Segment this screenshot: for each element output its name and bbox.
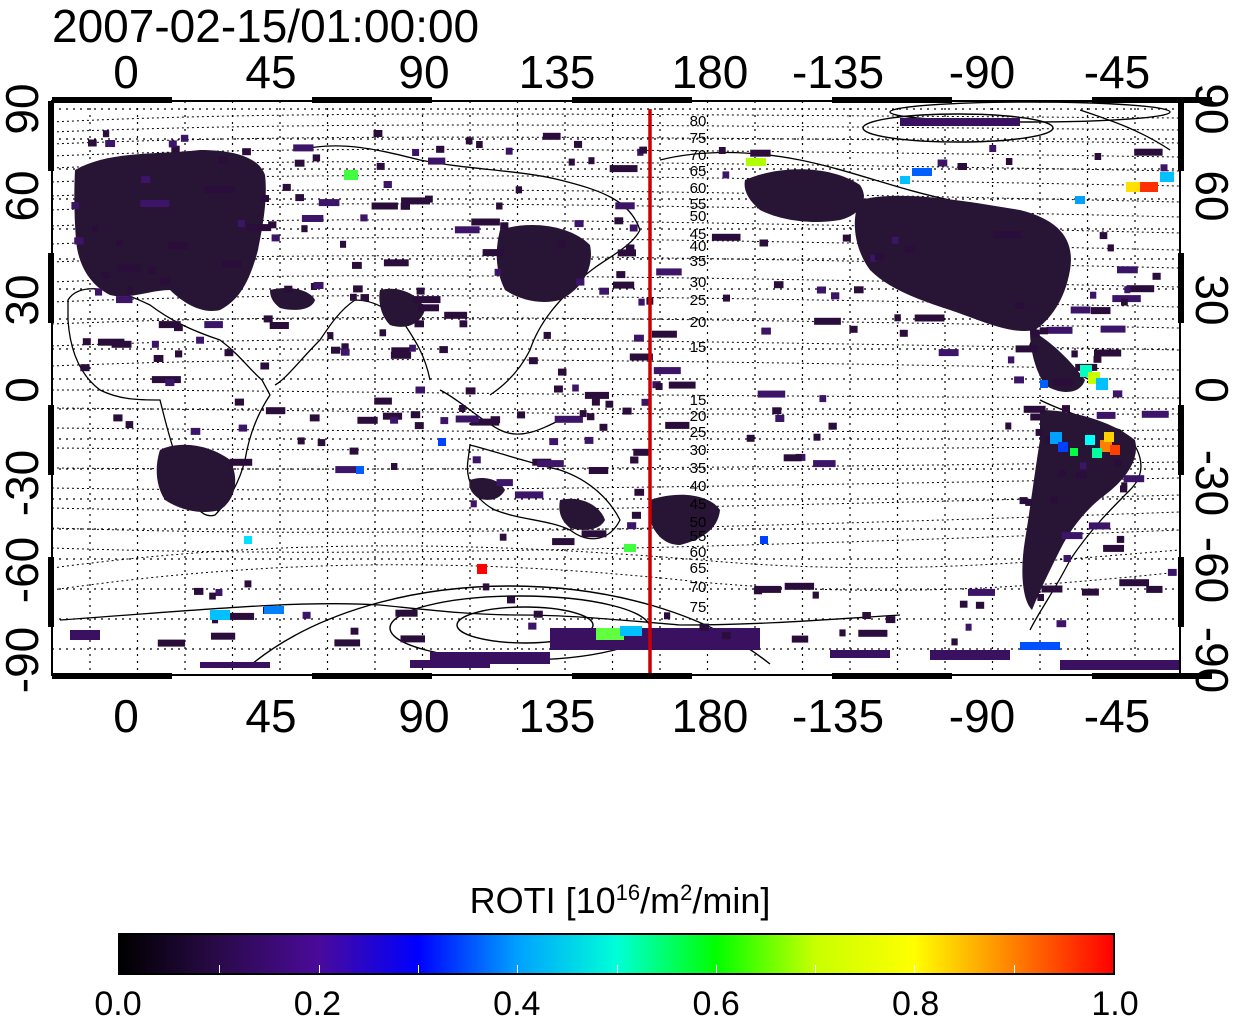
contour-label: 75 <box>690 130 707 147</box>
colorbar-tick-label: 0.6 <box>692 985 740 1023</box>
colorbar-tick-label: 1.0 <box>1091 985 1139 1023</box>
contour-label: 60 <box>690 544 707 561</box>
colorbar-tick <box>219 965 221 973</box>
lon-tick-top: -45 <box>1084 46 1150 98</box>
contour-label: 80 <box>690 113 707 130</box>
lat-tick-left: 0 <box>0 377 48 403</box>
contour-label: 55 <box>690 528 707 545</box>
lon-tick-top: 90 <box>398 46 449 98</box>
contour-label: 40 <box>690 478 707 495</box>
lon-tick-bottom: -90 <box>949 690 1015 742</box>
contour-label: 70 <box>690 147 707 164</box>
lon-tick-bottom: 180 <box>672 690 749 742</box>
latitude-ticks-left: 90 60 30 0 -30 -60 -90 <box>0 83 48 693</box>
map-timestamp-title: 2007-02-15/01:00:00 <box>52 0 480 52</box>
contour-label: 15 <box>690 339 707 356</box>
colorbar-tick <box>517 965 519 973</box>
contour-label: 45 <box>690 226 707 243</box>
roti-colorbar <box>118 933 1115 975</box>
latitude-ticks-right: 90 60 30 0 -30 -60 -90 <box>1186 83 1238 693</box>
colorbar-tick <box>1013 965 1015 973</box>
lat-tick-left: 30 <box>0 274 48 325</box>
contour-label: 65 <box>690 163 707 180</box>
colorbar-tick-label: 0.0 <box>94 985 142 1023</box>
contour-label: 60 <box>690 180 707 197</box>
lat-tick-right: -30 <box>1186 450 1238 516</box>
lon-tick-bottom: 135 <box>519 690 596 742</box>
colorbar-tick-label: 0.4 <box>493 985 541 1023</box>
lat-tick-left: 90 <box>0 83 48 134</box>
contour-label: 65 <box>690 560 707 577</box>
colorbar-tick <box>318 965 320 973</box>
contour-label: 35 <box>690 460 707 477</box>
lat-tick-left: 60 <box>0 170 48 221</box>
roti-high-values <box>210 158 1174 650</box>
longitude-ticks-top: 0 45 90 135 180 -135 -90 -45 <box>113 46 1150 98</box>
colorbar-title: ROTI [1016/m2/min] <box>469 880 771 921</box>
contour-label: 30 <box>690 274 707 291</box>
colorbar-tick <box>616 965 618 973</box>
lat-tick-left: -60 <box>0 537 48 603</box>
lat-tick-right: 30 <box>1186 274 1238 325</box>
lon-tick-top: 180 <box>672 46 749 98</box>
lat-tick-right: 90 <box>1186 83 1238 134</box>
lon-tick-bottom: 45 <box>245 690 296 742</box>
contour-label: 55 <box>690 196 707 213</box>
lon-tick-top: 135 <box>519 46 596 98</box>
contour-label: 25 <box>690 292 707 309</box>
lat-tick-right: -90 <box>1186 627 1238 693</box>
plot-frame <box>48 97 1212 679</box>
lon-tick-bottom: -135 <box>792 690 884 742</box>
lat-tick-right: -60 <box>1186 537 1238 603</box>
lon-tick-top: 45 <box>245 46 296 98</box>
colorbar-tick-label: 0.8 <box>891 985 940 1023</box>
lon-tick-top: -90 <box>949 46 1015 98</box>
lat-tick-right: 0 <box>1186 377 1238 403</box>
colorbar-tick-label: 0.2 <box>293 985 342 1023</box>
contour-label: 50 <box>690 514 707 531</box>
contour-label: 30 <box>690 442 707 459</box>
colorbar-tick <box>815 965 817 973</box>
lon-tick-top: -135 <box>792 46 884 98</box>
contour-label: 15 <box>690 392 707 409</box>
longitude-ticks-bottom: 0 45 90 135 180 -135 -90 -45 <box>113 690 1150 742</box>
contour-label: 70 <box>690 579 707 596</box>
contour-label: 45 <box>690 496 707 513</box>
lon-tick-bottom: -45 <box>1084 690 1150 742</box>
contour-label: 20 <box>690 408 707 425</box>
lon-tick-top: 0 <box>113 46 139 98</box>
colorbar-tick <box>715 965 717 973</box>
lat-tick-left: -30 <box>0 450 48 516</box>
lon-tick-bottom: 0 <box>113 690 139 742</box>
lon-tick-bottom: 90 <box>398 690 449 742</box>
contour-label: 75 <box>690 599 707 616</box>
contour-label: 25 <box>690 424 707 441</box>
contour-label: 35 <box>690 253 707 270</box>
roti-scatter-points <box>71 130 1177 647</box>
contour-label: 20 <box>690 314 707 331</box>
lat-tick-right: 60 <box>1186 170 1238 221</box>
colorbar-tick <box>417 965 419 973</box>
lat-tick-left: -90 <box>0 627 48 693</box>
colorbar-tick <box>914 965 916 973</box>
roti-data-points <box>70 118 1180 670</box>
contour-label: 50 <box>690 208 707 225</box>
contour-label: 40 <box>690 238 707 255</box>
